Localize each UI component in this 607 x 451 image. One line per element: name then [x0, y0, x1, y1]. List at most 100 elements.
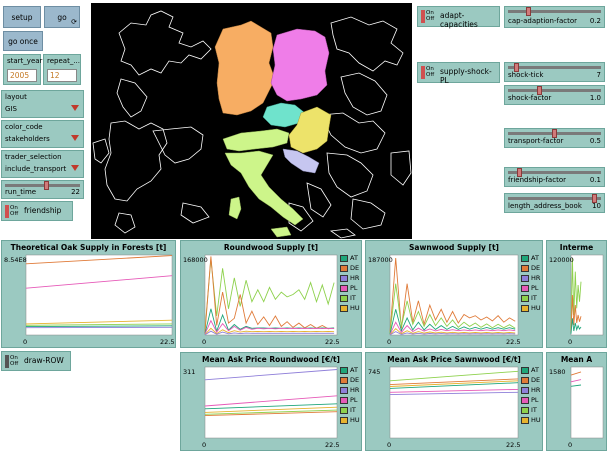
map-region-slovakia-hungary[interactable] [288, 106, 332, 154]
legend-label: DE [350, 376, 360, 384]
legend-swatch [340, 284, 348, 292]
legend-item: HU [340, 415, 360, 425]
slider-handle[interactable] [514, 63, 520, 72]
draw-row-switch[interactable]: On Off draw-ROW [1, 351, 71, 371]
series-line-hu [204, 406, 338, 413]
color-code-chooser[interactable]: color_code stakeholders [1, 120, 84, 148]
plot-sawnwood-supply: Sawnwood Supply [t] 187000 0 22.5 AT DE HR PL IT… [365, 240, 543, 348]
legend-swatch [340, 304, 348, 312]
shock-factor-value: 1.0 [589, 94, 601, 102]
slider-track [508, 171, 601, 174]
start-year-input[interactable]: start_year 2005 [3, 54, 43, 85]
x-min-label: 0 [568, 441, 572, 449]
map-outlines [92, 10, 412, 239]
plot-area [570, 366, 604, 439]
setup-button-label: setup [11, 12, 33, 22]
map-region-sardinia[interactable] [228, 196, 242, 220]
layout-chooser[interactable]: layout GIS [1, 90, 84, 118]
slider-handle[interactable] [537, 86, 543, 95]
friendship-factor-slider[interactable]: friendship-factor 0.1 [504, 167, 605, 187]
legend-label: PL [350, 396, 358, 404]
switch-off-text: Off [10, 361, 19, 367]
legend-item: AT [521, 365, 541, 375]
dropdown-arrow-icon[interactable] [71, 135, 79, 141]
series-line-hu [389, 327, 516, 336]
shock-factor-slider[interactable]: shock-factor 1.0 [504, 85, 605, 105]
friendship-label: friendship [24, 206, 62, 215]
transport-factor-slider[interactable]: transport-factor 0.5 [504, 128, 605, 148]
run-time-value: 22 [71, 188, 80, 196]
dropdown-arrow-icon[interactable] [71, 105, 79, 111]
toggle-icon[interactable]: On Off [5, 205, 19, 218]
repeat-input[interactable]: repeat_... 12 [43, 54, 81, 85]
series-line-pl [389, 321, 516, 335]
toggle-icon[interactable]: On Off [5, 355, 19, 368]
shock-tick-value: 7 [596, 71, 601, 79]
chart-legend: AT DE HR PL IT HU [521, 253, 541, 313]
legend-label: AT [531, 254, 539, 262]
slider-handle[interactable] [525, 7, 531, 16]
supply-shock-pl-label: supply-shock-PL [440, 67, 492, 85]
toggle-icon[interactable]: On Off [421, 66, 435, 79]
supply-shock-pl-switch[interactable]: On Off supply-shock-PL [417, 62, 500, 85]
map-region-croatia[interactable] [282, 148, 320, 174]
slider-handle[interactable] [591, 194, 597, 203]
repeat-value[interactable]: 12 [47, 69, 77, 82]
x-max-label: 22.5 [325, 338, 339, 346]
legend-swatch [340, 294, 348, 302]
adapt-capacities-switch[interactable]: On Off adapt-capacities [417, 6, 500, 29]
map-region-sicily[interactable] [270, 226, 292, 238]
length-address-book-slider[interactable]: length_address_book 10 [504, 193, 605, 213]
run-time-slider[interactable]: run_time 22 [1, 180, 84, 199]
switch-off-text: Off [426, 16, 435, 22]
start-year-label: start_year [7, 57, 43, 65]
legend-label: IT [531, 406, 537, 414]
series-line-de [204, 256, 335, 333]
x-max-label: 22.5 [325, 441, 339, 449]
layout-label: layout [5, 93, 27, 101]
map-region-austria[interactable] [222, 128, 290, 152]
world-view[interactable] [91, 3, 412, 239]
legend-label: AT [531, 366, 539, 374]
switch-off-text: Off [10, 211, 19, 217]
map-region-poland[interactable] [270, 28, 330, 102]
x-min-label: 0 [202, 441, 206, 449]
legend-label: DE [350, 264, 360, 272]
plot-area [204, 366, 338, 439]
go-once-button[interactable]: go once [3, 31, 43, 51]
go-button[interactable]: go ⟳ [44, 6, 80, 28]
legend-item: IT [521, 405, 541, 415]
legend-item: AT [521, 253, 541, 263]
setup-button[interactable]: setup [3, 6, 41, 28]
legend-item: HR [340, 273, 360, 283]
slider-handle[interactable] [43, 181, 49, 190]
legend-swatch [521, 264, 529, 272]
plot-price-roundwood: Mean Ask Price Roundwood [€/t] 311 0 22.5 AT… [180, 352, 362, 451]
slider-handle[interactable] [552, 129, 557, 138]
legend-swatch [521, 294, 529, 302]
map-region-italy[interactable] [224, 150, 304, 226]
chart-title: Theoretical Oak Supply in Forests [t] [10, 243, 167, 252]
legend-label: PL [531, 396, 539, 404]
legend-item: AT [340, 365, 360, 375]
friendship-factor-label: friendship-factor [508, 176, 566, 184]
x-max-label: 22.5 [160, 338, 174, 346]
series-line-at [25, 325, 173, 328]
map-region-germany[interactable] [214, 20, 276, 116]
series-line-de [570, 371, 582, 376]
cap-adaption-factor-slider[interactable]: cap-adaption-factor 0.2 [504, 6, 605, 28]
shock-tick-slider[interactable]: shock-tick 7 [504, 62, 605, 82]
series-line-hr [204, 330, 335, 336]
legend-swatch [340, 366, 348, 374]
slider-handle[interactable] [516, 168, 522, 177]
series-line-it [389, 370, 519, 382]
dropdown-arrow-icon[interactable] [71, 165, 79, 171]
shock-factor-label: shock-factor [508, 94, 552, 102]
series-line-de [204, 411, 338, 417]
friendship-switch[interactable]: On Off friendship [1, 201, 73, 221]
trader-selection-chooser[interactable]: trader_selection include_transport [1, 150, 84, 178]
legend-label: PL [350, 284, 358, 292]
start-year-value[interactable]: 2005 [7, 69, 37, 82]
toggle-icon[interactable]: On Off [421, 10, 435, 23]
legend-item: IT [521, 293, 541, 303]
